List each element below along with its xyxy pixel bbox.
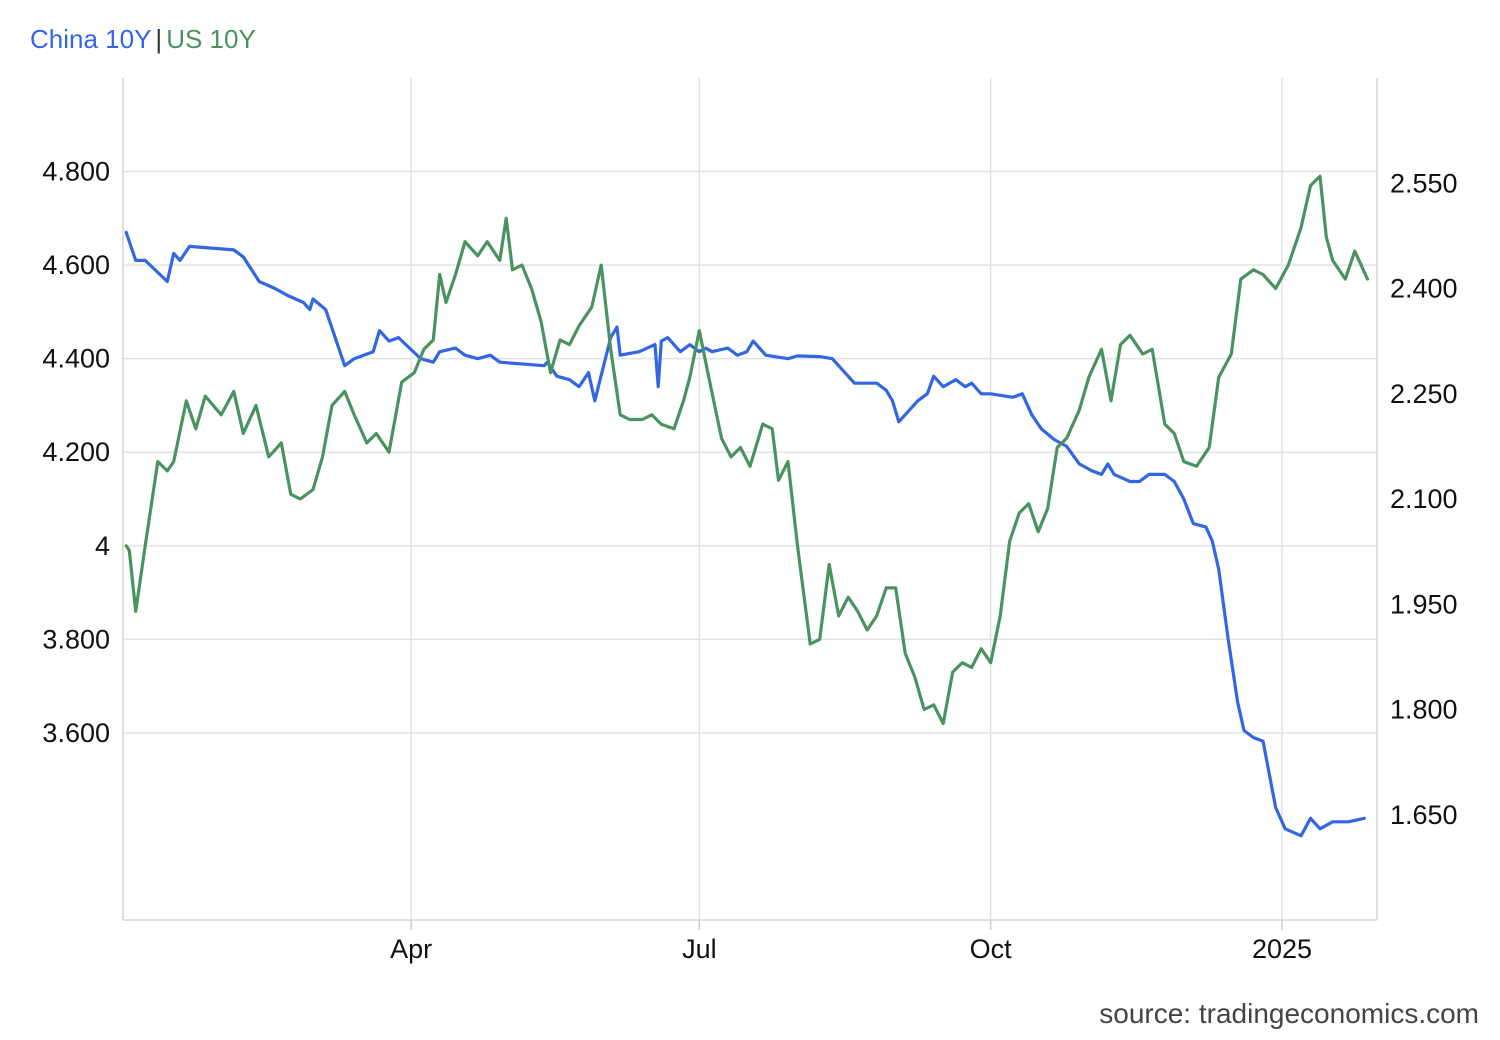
y-right-tick-label: 1.650 (1390, 800, 1458, 830)
legend-separator: | (155, 24, 163, 54)
x-tick-label: Oct (970, 934, 1013, 964)
y-left-tick-label: 3.600 (42, 718, 110, 748)
y-left-tick-label: 4.800 (42, 157, 110, 187)
y-right-tick-label: 2.400 (1390, 274, 1458, 304)
tick-labels: 3.600 3.800 4 4.200 4.400 4.600 4.800 1.650 1.80… (42, 157, 1457, 964)
series-line-china-10y[interactable] (124, 230, 1366, 838)
y-right-tick-label: 2.100 (1390, 484, 1458, 514)
y-right-tick-label: 2.550 (1390, 168, 1458, 198)
legend-item-us-10y[interactable]: US 10Y (166, 24, 256, 54)
series-line-us-10y[interactable] (124, 174, 1370, 726)
grid (123, 78, 1377, 920)
y-right-tick-label: 1.800 (1390, 695, 1458, 725)
y-left-tick-label: 4.400 (42, 344, 110, 374)
series (124, 174, 1370, 838)
x-tick-label: Apr (390, 934, 432, 964)
x-tick-label: Jul (682, 934, 717, 964)
y-left-tick-label: 4.600 (42, 250, 110, 280)
y-left-tick-label: 3.800 (42, 624, 110, 654)
y-left-tick-label: 4 (95, 531, 110, 561)
x-tick-label: 2025 (1252, 934, 1312, 964)
chart-legend: China 10Y | US 10Y (30, 24, 256, 55)
y-right-tick-label: 1.950 (1390, 589, 1458, 619)
source-credit[interactable]: source: tradingeconomics.com (1099, 998, 1479, 1029)
legend-item-china-10y[interactable]: China 10Y (30, 24, 152, 54)
axes (122, 78, 1378, 930)
y-left-tick-label: 4.200 (42, 437, 110, 467)
y-right-tick-label: 2.250 (1390, 379, 1458, 409)
